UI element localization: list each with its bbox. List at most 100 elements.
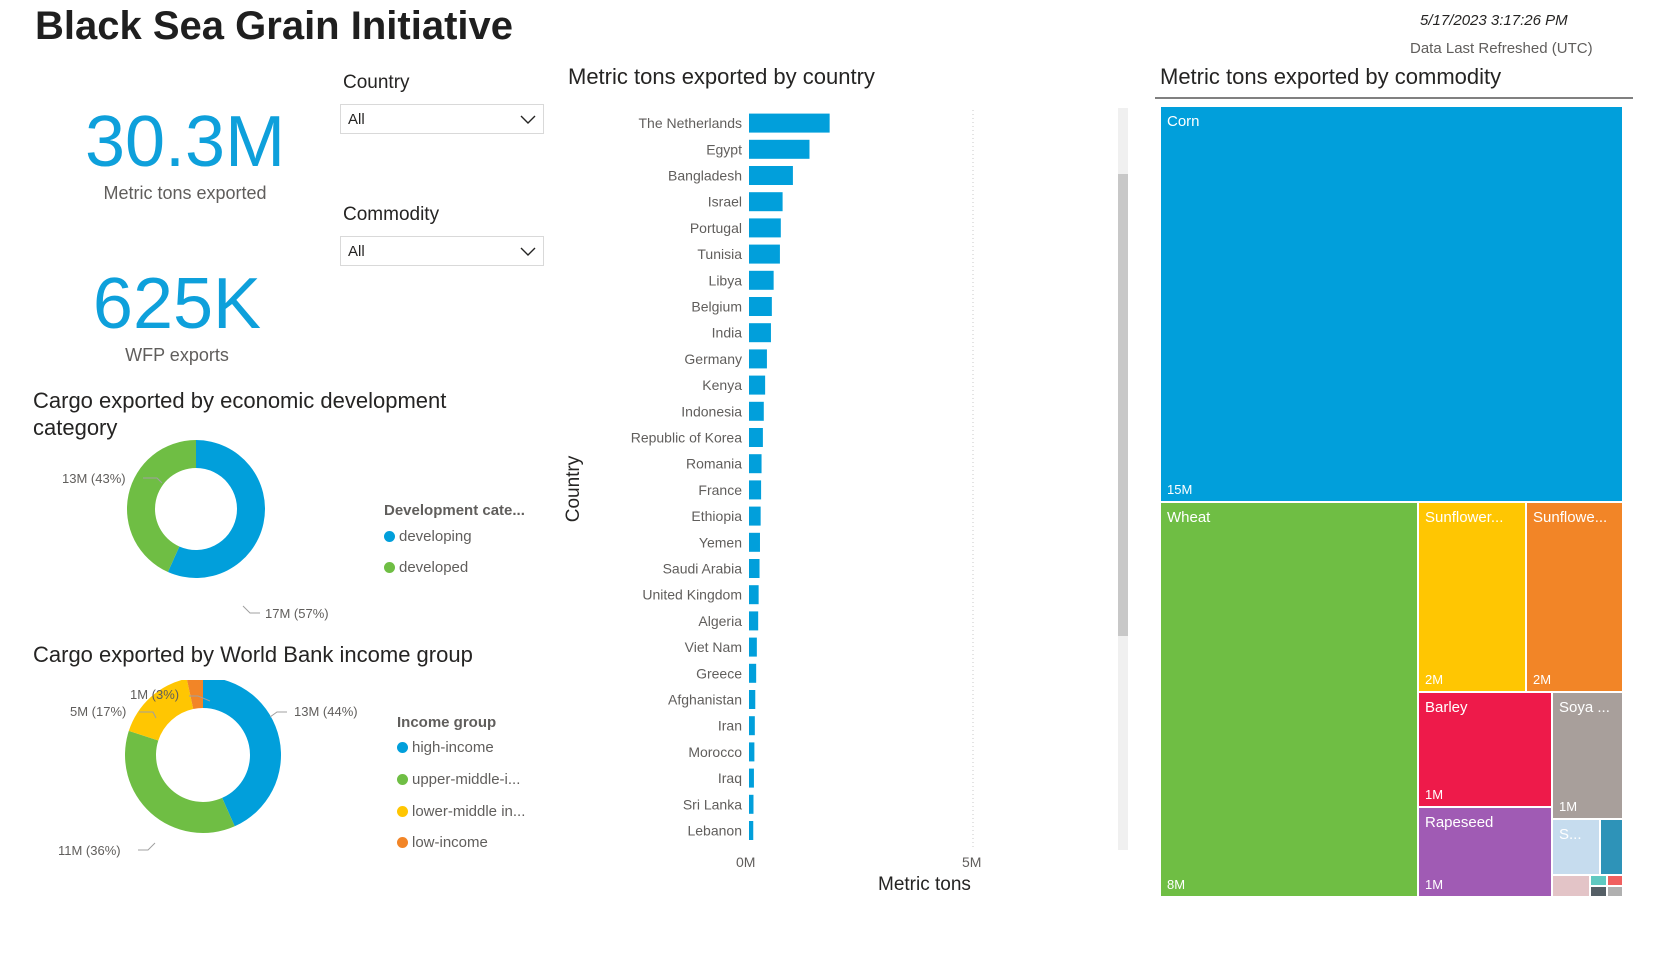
bar-category-label: Kenya: [702, 377, 742, 393]
bar-category-label: Algeria: [698, 613, 742, 629]
treemap-cell-sunflower-2[interactable]: Sunflowe... 2M: [1526, 502, 1623, 692]
country-bar-chart: The Netherlands Egypt Bangladesh Israel Port…: [631, 110, 974, 850]
treemap-cell-small-2[interactable]: [1552, 875, 1590, 897]
bar-category-label: Germany: [684, 351, 742, 367]
bar-category-labels: The Netherlands Egypt Bangladesh Israel Port…: [631, 115, 743, 838]
bar-algeria[interactable]: [749, 611, 759, 631]
treemap-cell-s[interactable]: S...: [1552, 819, 1600, 875]
income-label-high: 13M (44%): [294, 704, 358, 719]
legend-item-developing[interactable]: developing: [384, 528, 472, 545]
legend-item-developed[interactable]: developed: [384, 559, 468, 576]
commodity-dropdown[interactable]: All: [340, 236, 544, 266]
bar-category-label: India: [712, 325, 743, 341]
bar-chart-title: Metric tons exported by country: [568, 64, 875, 89]
donut-slice-low-income[interactable]: [187, 680, 203, 710]
bar-republic-of-korea[interactable]: [749, 428, 763, 447]
legend-dot-upper-middle: [397, 774, 408, 785]
bar-france[interactable]: [749, 480, 762, 500]
dev-donut-slices[interactable]: [127, 440, 265, 578]
dashboard-title: Black Sea Grain Initiative: [35, 4, 513, 48]
bar-category-label: Saudi Arabia: [663, 561, 743, 577]
bar-yemen[interactable]: [749, 532, 760, 552]
legend-dot-lower-middle: [397, 806, 408, 817]
bar-egypt[interactable]: [749, 139, 810, 159]
bar-ethiopia[interactable]: [749, 506, 761, 526]
income-leader-upper: [138, 842, 156, 851]
bar-category-label: Ethiopia: [691, 508, 742, 524]
country-slicer-label: Country: [343, 72, 410, 93]
bar-viet-nam[interactable]: [749, 637, 757, 657]
dev-donut-chart: [127, 440, 265, 614]
treemap-value-sunflower-2: 2M: [1533, 672, 1552, 687]
bar-the-netherlands[interactable]: [749, 113, 830, 133]
treemap-cell-small-1[interactable]: [1600, 819, 1623, 875]
treemap-cell-small-4[interactable]: [1607, 875, 1623, 886]
treemap-cell-small-5[interactable]: [1590, 886, 1607, 897]
bar-morocco[interactable]: [749, 742, 755, 762]
donut-slice-developed[interactable]: [127, 440, 196, 573]
treemap-label-soya: Soya ...: [1559, 699, 1610, 716]
bar-sri-lanka[interactable]: [749, 794, 754, 814]
legend-item-high-income[interactable]: high-income: [397, 739, 494, 756]
bar-category-label: Greece: [696, 665, 742, 681]
bar-category-label: Afghanistan: [668, 692, 742, 708]
donut-slice-lower-middle-in-[interactable]: [128, 680, 194, 741]
country-dropdown[interactable]: All: [340, 104, 544, 134]
treemap-cell-soya[interactable]: Soya ... 1M: [1552, 692, 1623, 819]
treemap-label-sunflower-2: Sunflowe...: [1533, 509, 1608, 526]
donut-slice-upper-middle-i-[interactable]: [125, 730, 235, 833]
x-tick-5m: 5M: [962, 854, 982, 870]
bar-category-label: Portugal: [690, 220, 742, 236]
bar-chart-scrollbar-thumb[interactable]: [1118, 174, 1128, 636]
bar-israel[interactable]: [749, 192, 783, 212]
dev-label-developed: 13M (43%): [62, 471, 126, 486]
bar-category-label: United Kingdom: [642, 587, 742, 603]
bar-united-kingdom[interactable]: [749, 585, 759, 605]
bar-category-label: Sri Lanka: [683, 796, 742, 812]
treemap-title: Metric tons exported by commodity: [1160, 64, 1502, 89]
treemap-cell-small-3[interactable]: [1590, 875, 1607, 886]
bar-indonesia[interactable]: [749, 401, 764, 421]
bar-greece[interactable]: [749, 663, 757, 683]
bar-portugal[interactable]: [749, 218, 781, 238]
bar-lebanon[interactable]: [749, 821, 754, 840]
donut-slice-developing[interactable]: [167, 440, 265, 578]
donut-slice-high-income[interactable]: [203, 680, 281, 827]
bar-category-label: Libya: [709, 272, 743, 288]
treemap-cell-wheat[interactable]: Wheat 8M: [1160, 502, 1418, 897]
bar-kenya[interactable]: [749, 375, 766, 395]
chevron-down-icon: [520, 247, 536, 256]
bar-iran[interactable]: [749, 716, 755, 736]
treemap-value-rapeseed: 1M: [1425, 877, 1444, 892]
bar-afghanistan[interactable]: [749, 690, 756, 709]
bar-iraq[interactable]: [749, 768, 754, 788]
legend-item-low-income[interactable]: low-income: [397, 834, 488, 851]
treemap-value-barley: 1M: [1425, 787, 1444, 802]
dev-chart-title: Cargo exported by economic development c…: [33, 388, 447, 440]
legend-item-upper-middle[interactable]: upper-middle-i...: [397, 771, 520, 788]
bar-germany[interactable]: [749, 349, 767, 369]
bar-saudi-arabia[interactable]: [749, 559, 760, 578]
bar-bangladesh[interactable]: [749, 166, 793, 185]
treemap-cell-barley[interactable]: Barley 1M: [1418, 692, 1552, 807]
bar-category-label: Iraq: [718, 770, 742, 786]
bar-category-label: Egypt: [706, 141, 742, 157]
legend-item-lower-middle[interactable]: lower-middle in...: [397, 803, 525, 820]
income-label-low: 1M (3%): [130, 687, 180, 702]
income-donut-chart: [125, 680, 287, 851]
bar-tunisia[interactable]: [749, 244, 780, 264]
bar-category-label: Republic of Korea: [631, 430, 743, 446]
bar-belgium[interactable]: [749, 297, 772, 316]
treemap-cell-small-6[interactable]: [1607, 886, 1623, 897]
bar-series[interactable]: [749, 113, 830, 840]
bar-india[interactable]: [749, 323, 771, 343]
treemap-cell-corn[interactable]: Corn 15M: [1160, 106, 1623, 502]
treemap-label-s: S...: [1559, 826, 1582, 843]
bar-romania[interactable]: [749, 454, 762, 474]
treemap-cell-sunflower-1[interactable]: Sunflower... 2M: [1418, 502, 1526, 692]
bar-category-label: Lebanon: [687, 823, 742, 839]
bar-libya[interactable]: [749, 270, 774, 290]
income-donut-slices[interactable]: [125, 680, 281, 833]
bar-category-label: Bangladesh: [668, 168, 742, 184]
treemap-cell-rapeseed[interactable]: Rapeseed 1M: [1418, 807, 1552, 897]
